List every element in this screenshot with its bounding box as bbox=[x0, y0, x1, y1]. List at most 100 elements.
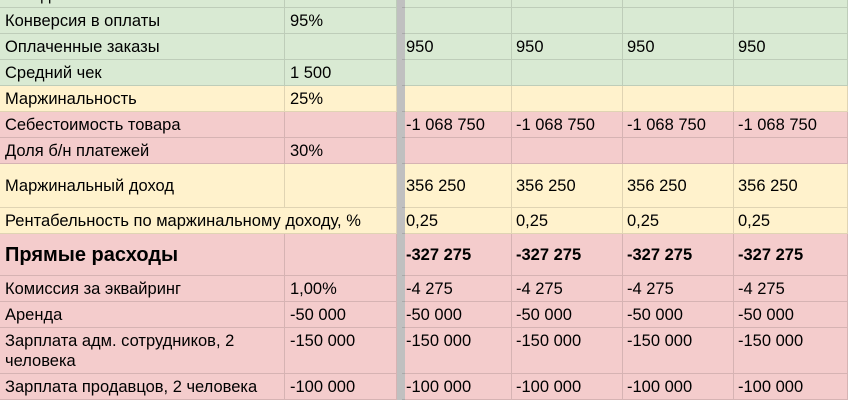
value-cell[interactable]: 0,25 bbox=[623, 208, 734, 234]
value-cell[interactable]: -4 275 bbox=[402, 276, 512, 302]
value-cell[interactable]: -327 275 bbox=[402, 234, 512, 276]
empty-cell[interactable] bbox=[402, 60, 512, 86]
frozen-column-divider[interactable] bbox=[397, 60, 405, 86]
value-cell[interactable]: -150 000 bbox=[512, 328, 623, 374]
value-cell[interactable]: -50 000 bbox=[623, 302, 734, 328]
value-cell[interactable]: -1 068 750 bbox=[402, 112, 512, 138]
empty-cell[interactable] bbox=[623, 60, 734, 86]
param-cell[interactable]: 1 500 bbox=[285, 60, 397, 86]
value-cell[interactable]: 950 bbox=[512, 34, 623, 60]
value-cell[interactable]: 950 bbox=[734, 34, 848, 60]
value-cell[interactable]: -4 275 bbox=[512, 276, 623, 302]
frozen-column-divider[interactable] bbox=[397, 0, 405, 8]
param-cell[interactable] bbox=[285, 164, 397, 208]
frozen-column-divider[interactable] bbox=[397, 34, 405, 60]
empty-cell[interactable] bbox=[512, 8, 623, 34]
frozen-column-divider[interactable] bbox=[397, 374, 405, 400]
value-cell[interactable]: 0,25 bbox=[512, 208, 623, 234]
empty-cell[interactable] bbox=[402, 138, 512, 164]
value-cell[interactable]: -100 000 bbox=[402, 374, 512, 400]
empty-cell[interactable] bbox=[402, 86, 512, 112]
value-cell[interactable]: -150 000 bbox=[623, 328, 734, 374]
value-cell[interactable]: -150 000 bbox=[402, 328, 512, 374]
value-cell[interactable]: -50 000 bbox=[734, 302, 848, 328]
empty-cell[interactable] bbox=[402, 8, 512, 34]
param-cell[interactable] bbox=[285, 234, 397, 276]
label-cell[interactable]: Зарплата адм. сотрудников, 2 человека bbox=[0, 328, 285, 374]
value-cell[interactable]: 356 250 bbox=[402, 164, 512, 208]
label-cell[interactable]: Средний чек bbox=[0, 60, 285, 86]
value-cell[interactable]: -1 068 750 bbox=[512, 112, 623, 138]
param-cell[interactable] bbox=[285, 112, 397, 138]
value-cell[interactable]: -150 000 bbox=[734, 328, 848, 374]
empty-cell[interactable] bbox=[734, 86, 848, 112]
param-cell[interactable]: -50 000 bbox=[285, 302, 397, 328]
value-cell[interactable]: 356 250 bbox=[512, 164, 623, 208]
label-cell[interactable]: Зарплата продавцов, 2 человека bbox=[0, 374, 285, 400]
section-label-cell[interactable]: Прямые расходы bbox=[0, 234, 285, 276]
value-cell[interactable]: 1 000 bbox=[512, 0, 623, 8]
empty-cell[interactable] bbox=[512, 86, 623, 112]
param-cell[interactable] bbox=[285, 34, 397, 60]
frozen-column-divider[interactable] bbox=[397, 86, 405, 112]
row-cashless-share: Доля б/н платежей 30% bbox=[0, 138, 848, 164]
row-acquiring-fee: Комиссия за эквайринг 1,00% -4 275 -4 27… bbox=[0, 276, 848, 302]
value-cell[interactable]: -4 275 bbox=[623, 276, 734, 302]
frozen-column-divider[interactable] bbox=[397, 208, 405, 234]
value-cell[interactable]: -1 068 750 bbox=[734, 112, 848, 138]
value-cell[interactable]: -50 000 bbox=[512, 302, 623, 328]
param-cell[interactable]: -100 000 bbox=[285, 374, 397, 400]
value-cell[interactable]: -100 000 bbox=[623, 374, 734, 400]
empty-cell[interactable] bbox=[734, 60, 848, 86]
label-cell[interactable]: Себестоимость товара bbox=[0, 112, 285, 138]
value-cell[interactable]: 356 250 bbox=[623, 164, 734, 208]
empty-cell[interactable] bbox=[623, 138, 734, 164]
value-cell[interactable]: 0,25 bbox=[402, 208, 512, 234]
frozen-column-divider[interactable] bbox=[397, 234, 405, 276]
empty-cell[interactable] bbox=[623, 8, 734, 34]
frozen-column-divider[interactable] bbox=[397, 302, 405, 328]
param-cell[interactable]: 1,00% bbox=[285, 276, 397, 302]
value-cell[interactable]: 1 000 bbox=[402, 0, 512, 8]
empty-cell[interactable] bbox=[734, 8, 848, 34]
empty-cell[interactable] bbox=[512, 138, 623, 164]
empty-cell[interactable] bbox=[512, 60, 623, 86]
value-cell[interactable]: -327 275 bbox=[623, 234, 734, 276]
value-cell[interactable]: 950 bbox=[402, 34, 512, 60]
frozen-column-divider[interactable] bbox=[397, 8, 405, 34]
label-cell[interactable]: Маржинальный доход bbox=[0, 164, 285, 208]
label-cell[interactable]: Доля б/н платежей bbox=[0, 138, 285, 164]
label-cell[interactable]: Оплаченные заказы bbox=[0, 34, 285, 60]
value-cell[interactable]: -327 275 bbox=[734, 234, 848, 276]
label-cell[interactable]: Комиссия за эквайринг bbox=[0, 276, 285, 302]
value-cell[interactable]: -50 000 bbox=[402, 302, 512, 328]
value-cell[interactable]: -100 000 bbox=[512, 374, 623, 400]
frozen-column-divider[interactable] bbox=[397, 328, 405, 374]
value-cell[interactable]: -1 068 750 bbox=[623, 112, 734, 138]
empty-cell[interactable] bbox=[734, 138, 848, 164]
frozen-column-divider[interactable] bbox=[397, 164, 405, 208]
param-cell[interactable]: 95% bbox=[285, 8, 397, 34]
label-cell[interactable]: Заходы в магазин bbox=[0, 0, 285, 8]
param-cell[interactable] bbox=[285, 0, 397, 8]
row-average-check: Средний чек 1 500 bbox=[0, 60, 848, 86]
empty-cell[interactable] bbox=[623, 86, 734, 112]
value-cell[interactable]: 356 250 bbox=[734, 164, 848, 208]
label-cell[interactable]: Конверсия в оплаты bbox=[0, 8, 285, 34]
label-cell[interactable]: Аренда bbox=[0, 302, 285, 328]
value-cell[interactable]: 1 000 bbox=[623, 0, 734, 8]
frozen-column-divider[interactable] bbox=[397, 138, 405, 164]
param-cell[interactable]: -150 000 bbox=[285, 328, 397, 374]
value-cell[interactable]: -327 275 bbox=[512, 234, 623, 276]
value-cell[interactable]: 0,25 bbox=[734, 208, 848, 234]
value-cell[interactable]: -100 000 bbox=[734, 374, 848, 400]
value-cell[interactable]: 1 000 bbox=[734, 0, 848, 8]
value-cell[interactable]: -4 275 bbox=[734, 276, 848, 302]
label-cell[interactable]: Маржинальность bbox=[0, 86, 285, 112]
label-cell[interactable]: Рентабельность по маржинальному доходу, … bbox=[0, 208, 397, 234]
param-cell[interactable]: 30% bbox=[285, 138, 397, 164]
frozen-column-divider[interactable] bbox=[397, 112, 405, 138]
param-cell[interactable]: 25% bbox=[285, 86, 397, 112]
frozen-column-divider[interactable] bbox=[397, 276, 405, 302]
value-cell[interactable]: 950 bbox=[623, 34, 734, 60]
